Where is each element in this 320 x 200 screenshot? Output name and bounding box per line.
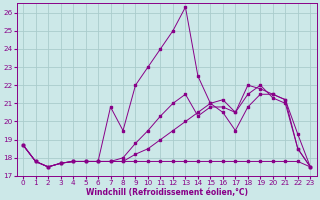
X-axis label: Windchill (Refroidissement éolien,°C): Windchill (Refroidissement éolien,°C) — [86, 188, 248, 197]
